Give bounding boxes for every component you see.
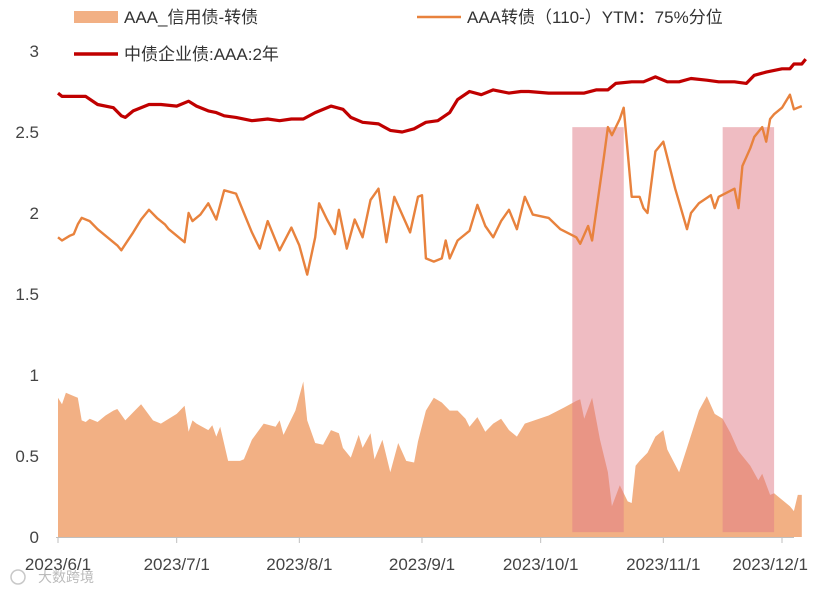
watermark-logo-icon (10, 569, 26, 585)
y-tick-label: 1.5 (15, 285, 39, 304)
highlight-region-0 (572, 127, 624, 533)
series-line-1 (57, 93, 803, 276)
watermark: 大数跨境 (10, 569, 94, 585)
legend-label: 中债企业债:AAA:2年 (124, 45, 279, 64)
legend-label: AAA转债（110-）YTM：75%分位 (467, 8, 723, 27)
legend-item-2: 中债企业债:AAA:2年 (74, 45, 279, 64)
legend-item-1: AAA转债（110-）YTM：75%分位 (417, 8, 723, 27)
area-layer (58, 381, 802, 537)
x-tick-label: 2023/11/1 (626, 555, 700, 574)
watermark-text: 大数跨境 (38, 569, 94, 585)
x-tick-label: 2023/6/1 (25, 555, 91, 574)
x-tick-label: 2023/12/1 (732, 555, 808, 574)
x-tick-label: 2023/9/1 (389, 555, 455, 574)
line-layer (56, 58, 807, 276)
series-line-2 (56, 58, 807, 134)
highlight-region-1 (722, 127, 775, 533)
y-tick-label: 1 (30, 366, 39, 385)
series-area-0 (58, 381, 802, 537)
x-tick-label: 2023/8/1 (266, 555, 332, 574)
x-tick-label: 2023/7/1 (144, 555, 210, 574)
legend: AAA_信用债-转债 AAA转债（110-）YTM：75%分位中债企业债:AAA:… (74, 8, 723, 64)
legend-label: AAA_信用债-转债 (124, 8, 258, 27)
y-tick-label: 2 (30, 204, 39, 223)
y-tick-label: 0.5 (15, 447, 39, 466)
legend-item-0: AAA_信用债-转债 (74, 8, 258, 27)
y-tick-label: 2.5 (15, 123, 39, 142)
y-tick-label: 0 (30, 528, 39, 547)
legend-swatch (74, 11, 118, 23)
y-tick-label: 3 (30, 42, 39, 61)
axis-layer: 0 0.5 1 1.5 2 2.5 3 2023/6/1 2023/7/1 2023/8/1 202… (15, 42, 808, 574)
x-tick-label: 2023/10/1 (503, 555, 579, 574)
